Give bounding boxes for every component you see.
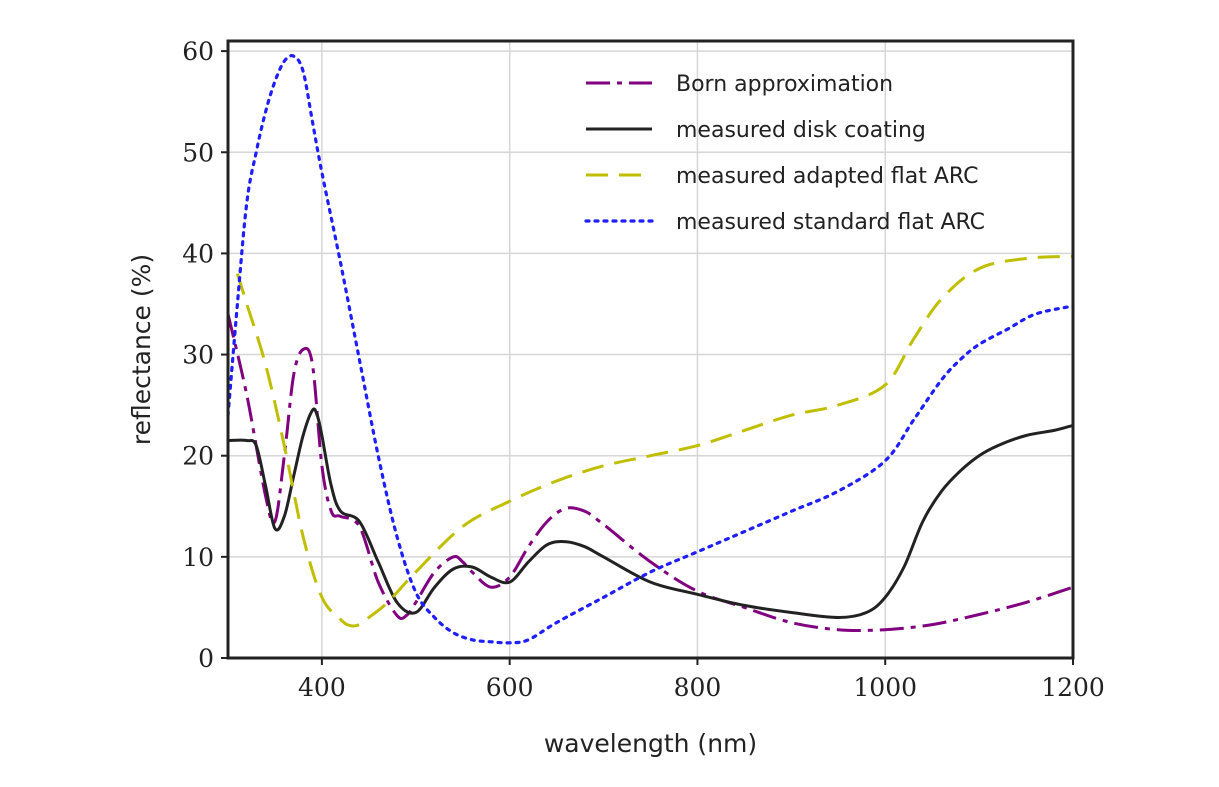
- legend-label-measured-disk-coating: measured disk coating: [676, 118, 926, 143]
- y-tick-label: 10: [182, 543, 214, 572]
- x-axis-label: wavelength (nm): [544, 729, 757, 758]
- series-line-measured-standard-flat-arc: [226, 54, 1075, 645]
- x-tick-label: 1200: [1041, 673, 1105, 702]
- y-tick-label: 20: [182, 442, 214, 471]
- series-lines: [226, 54, 1075, 645]
- x-ticks: 400 600 800 1000 1200: [298, 658, 1105, 702]
- y-tick-label: 0: [198, 644, 214, 673]
- series-line-measured-disk-coating: [227, 407, 1074, 620]
- legend-label-born-approximation: Born approximation: [676, 72, 893, 97]
- y-tick-label: 50: [182, 138, 214, 167]
- legend: Born approximation measured disk coating m…: [584, 72, 985, 235]
- series-line-born-approximation: [226, 313, 1074, 632]
- y-tick-label: 40: [182, 239, 214, 268]
- legend-label-measured-adapted-flat-arc: measured adapted flat ARC: [676, 164, 978, 189]
- x-tick-label: 600: [486, 673, 534, 702]
- y-axis-label: reflectance (%): [127, 254, 156, 445]
- grid: [228, 41, 1074, 659]
- y-ticks: 0 10 20 30 40 50 60: [182, 37, 228, 673]
- series-line-measured-adapted-flat-arc: [235, 254, 1074, 628]
- legend-label-measured-standard-flat-arc: measured standard flat ARC: [676, 210, 985, 235]
- y-tick-label: 30: [182, 341, 214, 370]
- x-tick-label: 400: [298, 673, 346, 702]
- x-tick-label: 800: [674, 673, 722, 702]
- x-tick-label: 1000: [853, 673, 917, 702]
- y-tick-label: 60: [182, 37, 214, 66]
- plot-frame: [226, 39, 1075, 660]
